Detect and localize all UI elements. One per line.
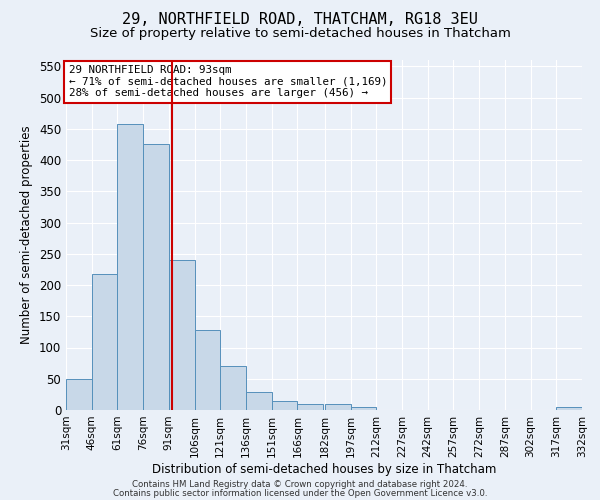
Text: 29 NORTHFIELD ROAD: 93sqm
← 71% of semi-detached houses are smaller (1,169)
28% : 29 NORTHFIELD ROAD: 93sqm ← 71% of semi-… — [68, 66, 387, 98]
Bar — [325, 404, 350, 410]
Bar — [194, 330, 220, 410]
Bar — [92, 274, 118, 410]
Text: 29, NORTHFIELD ROAD, THATCHAM, RG18 3EU: 29, NORTHFIELD ROAD, THATCHAM, RG18 3EU — [122, 12, 478, 28]
Bar — [143, 144, 169, 410]
X-axis label: Distribution of semi-detached houses by size in Thatcham: Distribution of semi-detached houses by … — [152, 462, 496, 475]
Text: Size of property relative to semi-detached houses in Thatcham: Size of property relative to semi-detach… — [89, 28, 511, 40]
Bar — [556, 407, 582, 410]
Text: Contains public sector information licensed under the Open Government Licence v3: Contains public sector information licen… — [113, 489, 487, 498]
Bar — [66, 379, 92, 410]
Bar — [118, 124, 143, 410]
Bar — [298, 404, 323, 410]
Bar — [220, 366, 246, 410]
Text: Contains HM Land Registry data © Crown copyright and database right 2024.: Contains HM Land Registry data © Crown c… — [132, 480, 468, 489]
Bar — [272, 400, 298, 410]
Bar — [350, 407, 376, 410]
Bar — [246, 392, 272, 410]
Y-axis label: Number of semi-detached properties: Number of semi-detached properties — [20, 126, 34, 344]
Bar — [169, 260, 194, 410]
